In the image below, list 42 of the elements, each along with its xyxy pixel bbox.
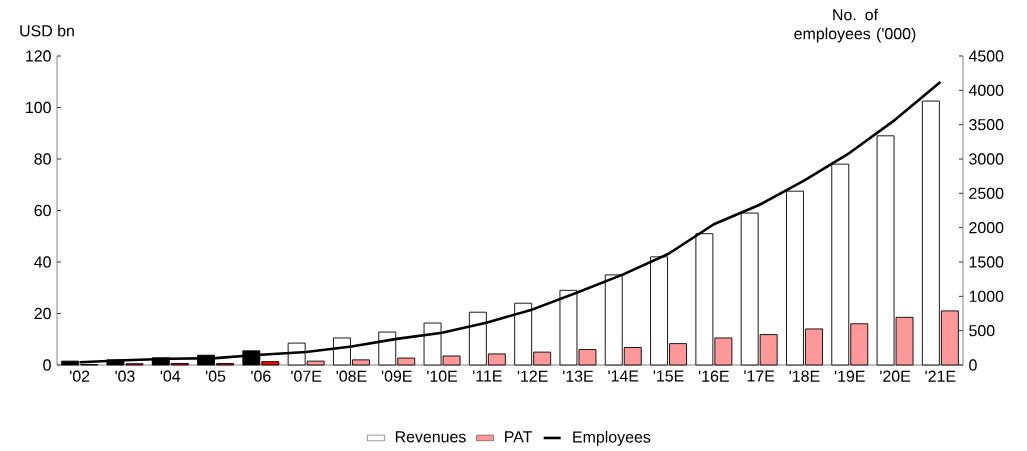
x-tick-label: '03: [115, 370, 135, 382]
y2-tick-label: 1000: [969, 290, 1004, 302]
y-tick-label: 100: [26, 101, 51, 114]
x-tick-label: '13E: [563, 370, 593, 382]
y-tick-label: 20: [34, 307, 51, 320]
x-tick-label: '09E: [381, 370, 412, 382]
y2-tick-label: 3500: [969, 119, 1004, 131]
x-tick-label: '15E: [653, 370, 684, 382]
x-tick-label: '14E: [608, 370, 639, 382]
y-tick-label: 40: [34, 256, 51, 268]
y2-tick-label: 2000: [969, 222, 1004, 234]
x-tick-label: '08E: [336, 370, 367, 382]
x-tick-label: '20E: [880, 370, 911, 382]
x-tick-label: '06: [251, 370, 271, 382]
y-tick-label: 120: [26, 50, 51, 62]
y2-tick-label: 4500: [968, 50, 1004, 62]
x-tick-label: '10E: [427, 370, 458, 382]
x-tick-label: '02: [70, 370, 90, 382]
x-tick-label: '07E: [291, 370, 322, 382]
x-tick-label: '11E: [473, 370, 502, 382]
y-tick-label: 60: [34, 204, 51, 217]
y-tick-label: 80: [34, 153, 51, 165]
x-tick-label: '21E: [925, 370, 956, 382]
x-tick-label: '04: [160, 370, 181, 382]
y-tick-label: 0: [43, 359, 51, 371]
y2-tick-label: 500: [969, 325, 995, 337]
x-tick-label: '12E: [517, 370, 548, 382]
y2-tick-label: 4000: [968, 84, 1004, 96]
y2-tick-label: 1500: [969, 256, 1004, 268]
x-tick-label: '17E: [744, 370, 775, 382]
y2-tick-label: 3000: [969, 153, 1004, 165]
x-tick-label: '19E: [834, 370, 865, 382]
x-tick-label: '18E: [789, 370, 820, 382]
legend-label: Revenues: [395, 431, 466, 443]
legend-label: PAT: [505, 431, 533, 443]
y2-tick-label: 2500: [969, 187, 1004, 199]
y-axis-title: USD bn: [20, 24, 74, 37]
y2-axis-title: No. of employees ('000): [794, 8, 916, 43]
y2-tick-label: 0: [969, 359, 977, 371]
x-tick-label: '05: [205, 370, 226, 382]
x-tick-label: '16E: [698, 370, 729, 382]
legend-label: Employees: [573, 430, 651, 446]
